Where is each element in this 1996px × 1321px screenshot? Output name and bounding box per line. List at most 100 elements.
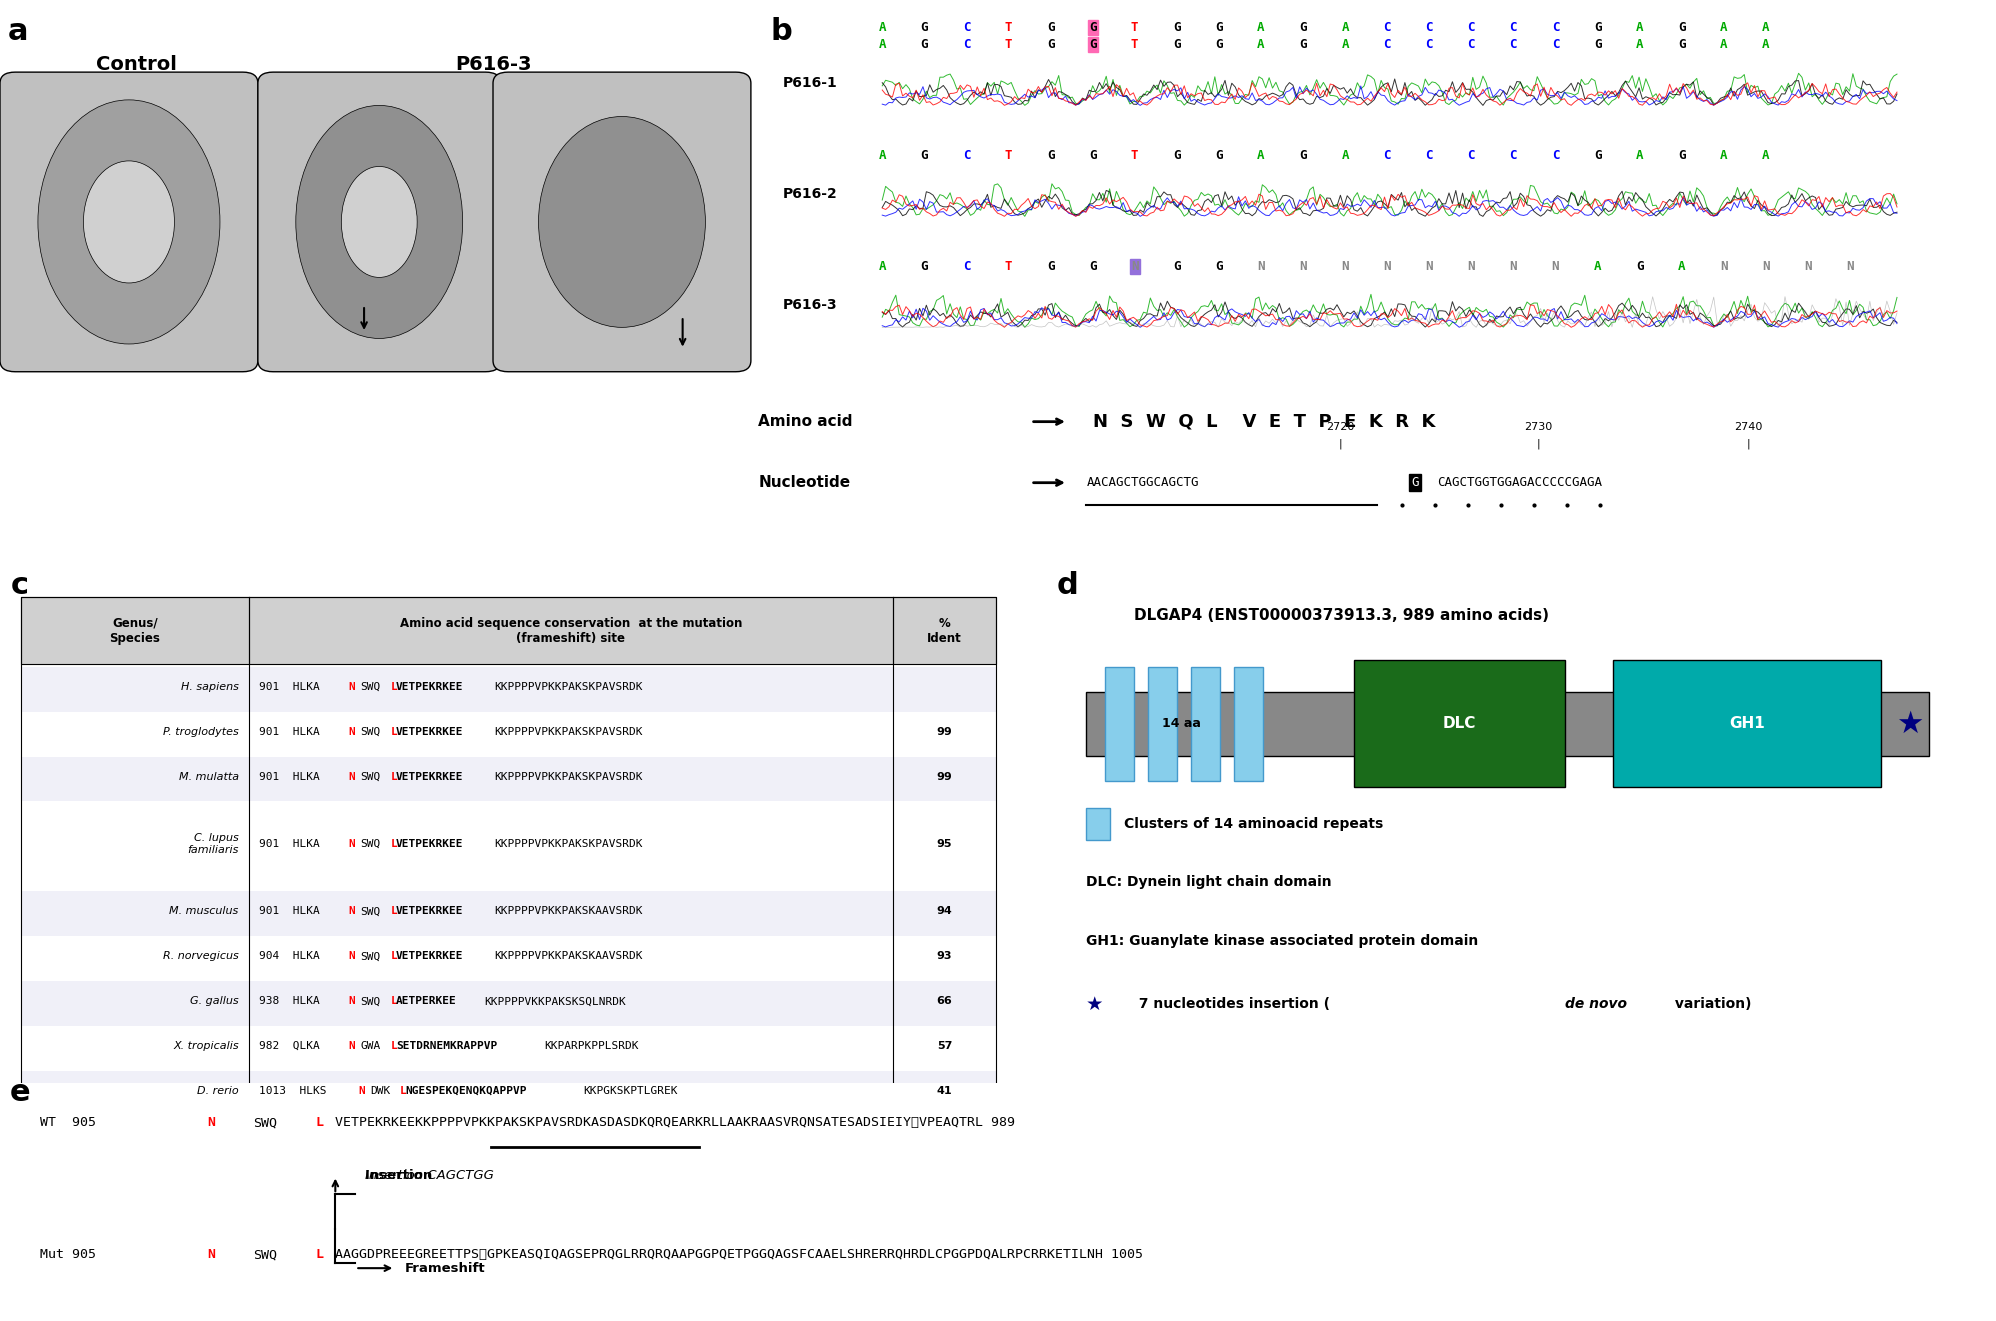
Text: G: G	[1216, 260, 1224, 273]
Text: N: N	[208, 1248, 216, 1262]
Text: 93: 93	[936, 951, 952, 962]
Text: A: A	[1257, 21, 1265, 34]
Text: T: T	[1132, 38, 1138, 52]
Bar	[20, 712, 996, 757]
Text: SWQ: SWQ	[253, 1116, 277, 1129]
Bar	[20, 667, 996, 712]
Text: G: G	[1593, 21, 1601, 34]
Text: |: |	[1746, 439, 1750, 449]
Text: SETDRNEMKRAPPVP: SETDRNEMKRAPPVP	[395, 1041, 497, 1052]
Bar	[20, 1071, 996, 1116]
Text: G: G	[920, 38, 928, 52]
Text: G: G	[920, 260, 928, 273]
Text: GWA: GWA	[361, 1041, 381, 1052]
Text: b: b	[770, 17, 792, 46]
Text: ★: ★	[1896, 709, 1924, 738]
Text: A: A	[1762, 38, 1770, 52]
Text: N: N	[1846, 260, 1854, 273]
Text: C. lupus
familiaris: C. lupus familiaris	[188, 834, 240, 855]
Text: KKPPPPVPKKPAKSKPAVSRDK: KKPPPPVPKKPAKSKPAVSRDK	[495, 771, 643, 782]
Text: L: L	[391, 771, 397, 782]
Bar	[1148, 667, 1178, 781]
Ellipse shape	[539, 116, 705, 328]
Text: L: L	[315, 1248, 323, 1262]
Bar	[1353, 660, 1565, 787]
Text: A: A	[878, 260, 886, 273]
Text: de novo: de novo	[1565, 997, 1627, 1011]
Text: N: N	[347, 951, 355, 962]
Text: KKPPPPVPKKPAKSKAAVSRDK: KKPPPPVPKKPAKSKAAVSRDK	[495, 906, 643, 917]
Text: A: A	[1762, 21, 1770, 34]
Text: |: |	[1537, 439, 1541, 449]
Text: 41: 41	[936, 1086, 952, 1096]
Text: L: L	[391, 996, 397, 1007]
Text: A: A	[1721, 149, 1727, 162]
Text: N: N	[347, 682, 355, 692]
Text: 901  HLKA: 901 HLKA	[259, 682, 319, 692]
Text: C: C	[1383, 38, 1391, 52]
Text: G: G	[1046, 149, 1054, 162]
Bar	[1192, 667, 1220, 781]
Text: T: T	[1004, 260, 1012, 273]
Text: Control: Control	[96, 55, 178, 74]
Bar	[20, 937, 996, 982]
Text: N: N	[1804, 260, 1812, 273]
Text: T: T	[1132, 21, 1138, 34]
Text: Amino acid sequence conservation  at the mutation
(frameshift) site: Amino acid sequence conservation at the …	[399, 617, 743, 645]
Text: C: C	[962, 38, 970, 52]
Text: N: N	[347, 839, 355, 849]
Text: Nucleotide: Nucleotide	[758, 476, 850, 490]
Text: L: L	[391, 839, 397, 849]
Text: 99: 99	[936, 771, 952, 782]
Bar	[20, 824, 996, 869]
Text: G: G	[1411, 476, 1419, 489]
Text: A: A	[1257, 38, 1265, 52]
Text: L: L	[315, 1116, 323, 1129]
Text: C: C	[1467, 21, 1475, 34]
Text: A: A	[1762, 149, 1770, 162]
Bar	[20, 892, 996, 937]
Text: KKPGKSKPTLGREK: KKPGKSKPTLGREK	[583, 1086, 679, 1096]
Text: d: d	[1058, 571, 1078, 600]
Text: N: N	[1257, 260, 1265, 273]
Text: N: N	[1551, 260, 1559, 273]
Text: KKPPPPVPKKPAKSKAAVSRDK: KKPPPPVPKKPAKSKAAVSRDK	[495, 951, 643, 962]
Text: T: T	[1004, 38, 1012, 52]
FancyBboxPatch shape	[257, 73, 501, 371]
Text: G: G	[1090, 260, 1096, 273]
Text: C: C	[1425, 149, 1433, 162]
Text: C: C	[1383, 149, 1391, 162]
Text: N: N	[347, 1041, 355, 1052]
Text: G: G	[1174, 260, 1180, 273]
Text: G: G	[1046, 260, 1054, 273]
Text: 2720: 2720	[1325, 423, 1355, 432]
Text: SWQ: SWQ	[361, 996, 381, 1007]
Text: A: A	[878, 149, 886, 162]
Text: KKPPPPVPKKPAKSKPAVSRDK: KKPPPPVPKKPAKSKPAVSRDK	[495, 682, 643, 692]
Text: C: C	[1551, 149, 1559, 162]
Text: 901  HLKA: 901 HLKA	[259, 727, 319, 737]
Text: DLC: Dynein light chain domain: DLC: Dynein light chain domain	[1086, 876, 1331, 889]
Text: A: A	[1637, 21, 1643, 34]
Text: T: T	[1132, 149, 1138, 162]
Text: 57: 57	[936, 1041, 952, 1052]
Text: P. troglodytes: P. troglodytes	[164, 727, 240, 737]
Text: R. norvegicus: R. norvegicus	[164, 951, 240, 962]
Text: NGESPEKQENQKQAPPVP: NGESPEKQENQKQAPPVP	[405, 1086, 527, 1096]
Text: G: G	[1090, 21, 1096, 34]
Text: 7 nucleotides insertion (: 7 nucleotides insertion (	[1134, 997, 1329, 1011]
Text: |: |	[1337, 439, 1341, 449]
Text: G: G	[1090, 149, 1096, 162]
Bar	[20, 597, 996, 664]
Text: N: N	[208, 1116, 216, 1129]
Text: M. mulatta: M. mulatta	[178, 771, 240, 782]
Text: A: A	[1637, 38, 1643, 52]
Text: N: N	[1383, 260, 1391, 273]
Text: C: C	[1509, 38, 1517, 52]
Text: N: N	[1762, 260, 1770, 273]
Bar	[1613, 660, 1880, 787]
Text: AETPERKEE: AETPERKEE	[395, 996, 457, 1007]
Text: N: N	[347, 996, 355, 1007]
Text: C: C	[1467, 38, 1475, 52]
Text: G: G	[920, 149, 928, 162]
